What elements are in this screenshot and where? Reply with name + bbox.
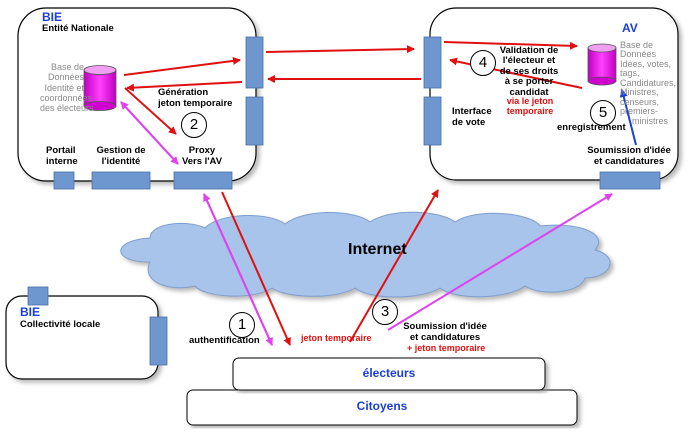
av-left-port-top xyxy=(423,36,442,89)
arrow-jeton-to-electeurs xyxy=(221,191,291,346)
internet-label: Internet xyxy=(348,241,407,258)
electeurs-label: électeurs xyxy=(362,366,416,380)
av-database-icon xyxy=(587,43,617,86)
step-2: 2 xyxy=(181,112,207,138)
local-right-port xyxy=(149,316,168,366)
av-db-label: Base de Données Idées, votes, tags, Cand… xyxy=(620,40,677,126)
arrow-av-to-db xyxy=(443,41,578,50)
portail-port xyxy=(53,171,75,190)
proxy-label: Proxy Vers l'AV xyxy=(181,145,223,167)
bie-right-port-top xyxy=(245,36,264,89)
generation-label: Génération jeton temporaire xyxy=(158,87,233,109)
electeurs-box xyxy=(232,357,546,391)
gestion-port xyxy=(91,171,151,190)
bottom-soumission-label: Soumission d'idée et candidatures xyxy=(403,321,487,343)
step-3: 3 xyxy=(372,299,398,325)
step-4: 4 xyxy=(470,50,496,76)
plus-jeton-label: + jeton temporaire xyxy=(407,343,486,353)
citoyens-label: Citoyens xyxy=(356,399,408,413)
av-title: AV xyxy=(622,21,638,35)
av-bottom-port xyxy=(599,171,661,190)
arrow-bie-to-av xyxy=(265,45,415,54)
arrow-electeurs-to-av xyxy=(349,189,439,343)
bie-local-subtitle: Collectivité locale xyxy=(20,319,101,330)
step-1: 1 xyxy=(229,312,255,338)
bie-db-label: Base de Données Identité et coordonnées … xyxy=(40,62,94,114)
internet-cloud xyxy=(120,211,611,298)
portail-label: Portail interne xyxy=(46,145,78,167)
authentification-label: authentification xyxy=(189,335,260,346)
bie-national-title: BIE xyxy=(42,10,63,24)
arrow-auth-down xyxy=(203,193,273,346)
arrow-enregistrement xyxy=(619,89,637,146)
bie-national-subtitle: Entité Nationale xyxy=(42,23,114,34)
step-5: 5 xyxy=(590,100,616,126)
av-left-port-bottom xyxy=(423,96,442,146)
arrow-db-to-port xyxy=(123,56,241,76)
arrow-port-to-db xyxy=(126,81,243,92)
av-soumission-label: Soumission d'idée et candidatures xyxy=(587,145,671,167)
arrow-generation xyxy=(124,87,177,135)
jeton-temporaire-label: jeton temporaire xyxy=(301,333,372,343)
bie-local-title: BIE xyxy=(20,305,41,319)
interface-vote-label: Interface de vote xyxy=(452,106,492,128)
enregistrement-label: enregistrement xyxy=(557,122,626,133)
bie-database-icon xyxy=(83,65,117,111)
proxy-port xyxy=(173,171,233,190)
gestion-label: Gestion de l'identité xyxy=(96,145,146,167)
via-jeton-label: via le jeton temporaire xyxy=(506,96,554,116)
local-top-port xyxy=(27,286,49,306)
arrow-soumission-up xyxy=(387,193,613,331)
bie-right-port-bottom xyxy=(245,96,264,146)
validation-label: Validation de l'électeur et de ses droit… xyxy=(499,45,559,98)
arrow-bie-proxy-down xyxy=(120,101,179,165)
